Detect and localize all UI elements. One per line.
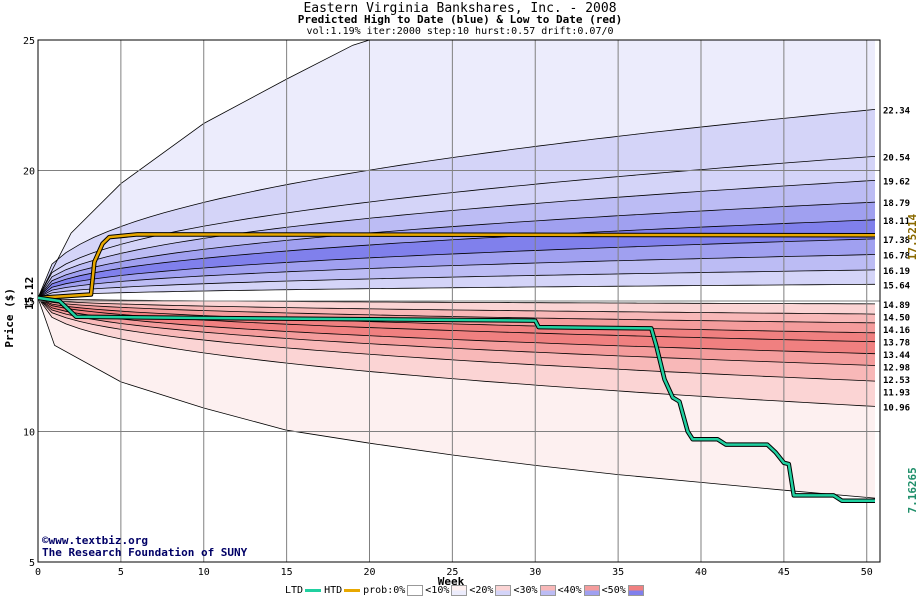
low-quantile-line-12.53 [37, 297, 876, 366]
x-tick-label-25: 25 [446, 567, 458, 578]
quantile-label-12.98: 12.98 [883, 363, 910, 373]
ltd-end-label: 7.16265 [906, 467, 919, 513]
quantile-label-18.11: 18.11 [883, 217, 910, 227]
low-quantile-line-13.78 [37, 297, 876, 334]
low-outer-line [37, 297, 876, 499]
y-tick-label-15: 15 [23, 297, 35, 308]
x-tick-label-50: 50 [861, 567, 873, 578]
high-band-0 [38, 40, 875, 298]
legend-10-label: <10% [425, 585, 450, 596]
legend-50-swatch [627, 585, 644, 596]
legend-30-swatch [539, 585, 556, 596]
quantile-label-16.78: 16.78 [883, 252, 910, 262]
low-quantile-line-14.50 [37, 297, 876, 315]
y-tick-label-25: 25 [23, 36, 35, 47]
quantile-label-22.34: 22.34 [883, 106, 911, 116]
legend-40-label: <40% [557, 585, 582, 596]
low-quantile-line-12.98 [37, 297, 876, 355]
low-band-2 [38, 297, 875, 333]
legend-ltd-label: LTD [285, 585, 304, 596]
x-tick-label-30: 30 [529, 567, 541, 578]
chart-title: Eastern Virginia Bankshares, Inc. - 2008 [303, 1, 617, 16]
x-axis-label: Week [438, 575, 465, 588]
x-tick-label-45: 45 [778, 567, 790, 578]
high-quantile-line-16.78 [37, 254, 876, 299]
low-band-6 [38, 297, 875, 382]
x-tick-label-40: 40 [695, 567, 707, 578]
high-band-1 [38, 109, 875, 298]
high-quantile-line-20.54 [37, 156, 876, 299]
quantile-label-20.54: 20.54 [883, 153, 911, 163]
chart-params: vol:1.19% iter:2000 step:10 hurst:0.57 d… [306, 26, 614, 37]
legend-htd-label: HTD [324, 585, 343, 596]
quantile-label-13.44: 13.44 [883, 351, 911, 361]
legend-30-label: <30% [513, 585, 538, 596]
low-quantile-line-11.93 [37, 297, 876, 382]
quantile-label-14.50: 14.50 [883, 313, 910, 323]
legend-ltd-swatch [305, 589, 322, 592]
quantile-label-17.38: 17.38 [883, 236, 910, 246]
quantile-label-19.62: 19.62 [883, 177, 910, 187]
quantile-label-18.79: 18.79 [883, 199, 910, 209]
low-quantile-line-14.16 [37, 297, 876, 324]
low-band-4 [38, 297, 875, 354]
high-quantile-line-18.79 [37, 201, 876, 299]
low-band-5 [38, 297, 875, 366]
low-quantile-line-10.96 [37, 297, 876, 407]
high-quantile-line-22.34 [37, 109, 876, 299]
legend-htd-swatch [344, 589, 361, 592]
legend: LTD HTD prob:0% <10% <20% <30% <40% <50% [285, 585, 646, 597]
y-tick-label-10: 10 [23, 428, 35, 439]
quantile-label-14.89: 14.89 [883, 301, 910, 311]
high-quantile-line-18.11 [37, 219, 876, 299]
y-tick-label-5: 5 [29, 558, 35, 569]
high-band-6 [38, 238, 875, 298]
start-price-label: 15.12 [23, 277, 36, 310]
high-quantile-line-15.64 [37, 283, 876, 299]
low-band-0 [38, 297, 875, 315]
legend-20-swatch [495, 585, 512, 596]
high-quantile-line-16.19 [37, 269, 876, 299]
high-quantile-line-19.62 [37, 180, 876, 299]
y-tick-label-20: 20 [23, 167, 35, 178]
legend-50-label: <50% [601, 585, 626, 596]
ltd-line [37, 296, 875, 502]
high-band-4 [38, 202, 875, 298]
low-band-3 [38, 297, 875, 342]
htd-end-label: 17.5214 [906, 213, 919, 260]
high-band-3 [38, 180, 875, 298]
x-tick-label-20: 20 [363, 567, 375, 578]
quantile-label-10.96: 10.96 [883, 403, 910, 413]
quantile-label-11.93: 11.93 [883, 388, 910, 398]
quantile-label-15.64: 15.64 [883, 281, 911, 291]
credit-org: The Research Foundation of SUNY [42, 546, 248, 559]
high-band-8 [38, 269, 875, 298]
high-band-2 [38, 156, 875, 298]
legend-10-swatch [451, 585, 468, 596]
y-axis-label: Price ($) [3, 288, 16, 348]
quantile-label-16.19: 16.19 [883, 267, 910, 277]
legend-20-label: <20% [469, 585, 494, 596]
legend-prob-label: prob:0% [363, 585, 406, 596]
high-band-5 [38, 219, 875, 298]
credit-url: ©www.textbiz.org [42, 534, 148, 547]
x-tick-label-0: 0 [35, 567, 41, 578]
quantile-label-14.16: 14.16 [883, 326, 910, 336]
x-tick-label-10: 10 [198, 567, 210, 578]
x-tick-label-35: 35 [612, 567, 624, 578]
x-tick-label-15: 15 [281, 567, 293, 578]
x-tick-label-5: 5 [118, 567, 124, 578]
high-band-7 [38, 254, 875, 298]
low-band-8 [38, 297, 875, 499]
plot-border [37, 39, 881, 563]
chart-subtitle: Predicted High to Date (blue) & Low to D… [297, 13, 623, 26]
legend-prob-0-swatch [407, 585, 424, 596]
high-quantile-line-17.38 [37, 238, 876, 299]
legend-40-swatch [583, 585, 600, 596]
htd-line [37, 233, 876, 300]
quantile-label-13.78: 13.78 [883, 338, 910, 348]
quantile-label-12.53: 12.53 [883, 376, 910, 386]
